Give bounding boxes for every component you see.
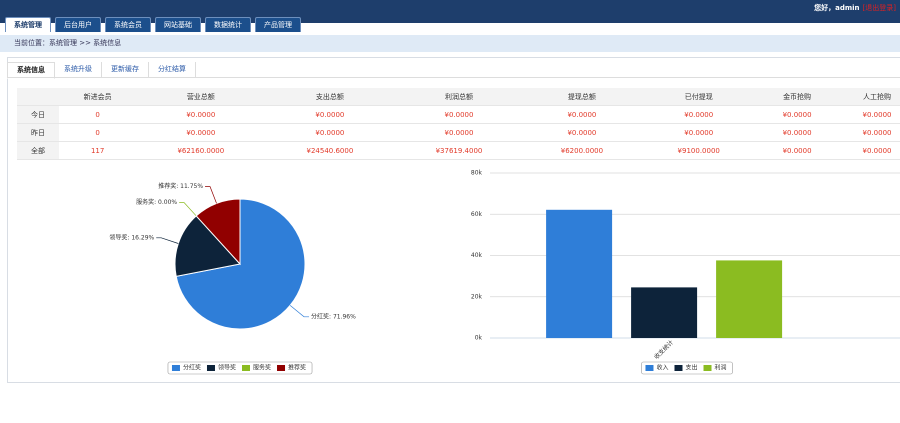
cell: ¥0.0000 <box>837 141 900 160</box>
row-label: 全部 <box>17 141 59 160</box>
bar <box>716 260 783 338</box>
cell: ¥0.0000 <box>757 105 838 124</box>
cell: ¥0.0000 <box>265 123 395 142</box>
cell: 0 <box>59 105 137 124</box>
legend-label: 收入 <box>656 364 668 372</box>
cell: ¥0.0000 <box>837 105 900 124</box>
sub-tab[interactable]: 系统升级 <box>55 62 102 77</box>
greeting: 您好，admin [退出登录] <box>814 3 896 13</box>
stats-table: 新进会员 营业总额 支出总额 利润总额 提现总额 已付提现 金币抢购 人工抢购 今日 0 ¥0.00… <box>17 88 900 160</box>
nav-tab[interactable]: 系统会员 <box>105 17 151 32</box>
cell: ¥62160.0000 <box>136 141 266 160</box>
legend-label: 服务奖 <box>253 364 271 372</box>
legend-label: 领导奖 <box>218 364 236 372</box>
label-connector <box>205 186 217 204</box>
legend-swatch <box>171 365 180 371</box>
cell: ¥0.0000 <box>523 105 641 124</box>
column-header: 金币抢购 <box>757 88 838 106</box>
column-header: 新进会员 <box>59 88 137 106</box>
sub-tab[interactable]: 更新缓存 <box>102 62 149 77</box>
nav-tab[interactable]: 产品管理 <box>255 17 301 32</box>
cell: ¥0.0000 <box>523 123 641 142</box>
legend-label: 支出 <box>685 364 697 372</box>
pie-label: 分红奖: 71.96% <box>311 312 356 320</box>
column-header: 支出总额 <box>265 88 395 106</box>
cell: 0 <box>59 123 137 142</box>
content-box <box>7 57 900 383</box>
column-header: 已付提现 <box>640 88 758 106</box>
cell: ¥9100.0000 <box>640 141 758 160</box>
tab-line <box>7 77 900 78</box>
y-tick-label: 80k <box>471 170 483 177</box>
charts: 分红奖: 71.96% 领导奖: 16.29% 服务奖: 0.00% 推荐奖: 11.… <box>109 170 900 375</box>
legend-swatch <box>206 365 215 371</box>
legend-swatch <box>645 365 654 371</box>
legend-label: 利润 <box>715 364 727 372</box>
cell: ¥0.0000 <box>640 105 758 124</box>
label-connector <box>179 202 197 217</box>
bar <box>546 209 613 338</box>
cell: ¥0.0000 <box>640 123 758 142</box>
cell: ¥37619.4000 <box>394 141 524 160</box>
breadcrumb: 当前位置：系统管理 >> 系统信息 <box>0 35 900 52</box>
nav-tab[interactable]: 网站基础 <box>155 17 201 32</box>
legend <box>167 361 313 375</box>
label-connector <box>156 237 179 244</box>
x-tick-label: 收支统计 <box>652 338 675 361</box>
nav-tab[interactable]: 数据统计 <box>205 17 251 32</box>
cell: ¥0.0000 <box>394 105 524 124</box>
cell: ¥0.0000 <box>757 141 838 160</box>
cell: ¥0.0000 <box>757 123 838 142</box>
pie-label: 领导奖: 16.29% <box>109 233 154 241</box>
column-header: 提现总额 <box>523 88 641 106</box>
cell: ¥0.0000 <box>394 123 524 142</box>
y-tick-label: 0k <box>475 335 483 342</box>
legend-swatch <box>703 365 712 371</box>
sub-tab[interactable]: 系统信息 <box>7 62 55 79</box>
corner <box>17 88 59 106</box>
legend-swatch <box>277 365 286 371</box>
column-header: 营业总额 <box>136 88 266 106</box>
pie-label: 服务奖: 0.00% <box>136 198 177 206</box>
legend-swatch <box>674 365 683 371</box>
cell: ¥24540.6000 <box>265 141 395 160</box>
cell: ¥0.0000 <box>136 123 266 142</box>
cell: 117 <box>59 141 137 160</box>
bar <box>631 287 698 338</box>
legend-label: 推荐奖 <box>288 364 306 372</box>
table-row: 昨日 0 ¥0.0000 ¥0.0000 ¥0.0000 ¥0.0000 ¥0.0000 ¥0… <box>17 123 900 142</box>
legend-label: 分红奖 <box>183 364 201 372</box>
table-row: 全部 117 ¥62160.0000 ¥24540.6000 ¥37619.4000 ¥6… <box>17 141 900 160</box>
legend-swatch <box>242 365 250 371</box>
row-label: 今日 <box>17 105 59 124</box>
nav-tab[interactable]: 系统管理 <box>5 17 51 32</box>
pie-label: 推荐奖: 11.75% <box>158 182 203 190</box>
logout[interactable]: [退出登录] <box>862 4 896 12</box>
label-connector <box>289 305 310 318</box>
cell: ¥0.0000 <box>837 123 900 142</box>
cell: ¥0.0000 <box>136 105 266 124</box>
sub-tab[interactable]: 分红结算 <box>149 62 196 77</box>
column-header: 人工抢购 <box>837 88 900 106</box>
cell: ¥0.0000 <box>265 105 395 124</box>
y-tick-label: 20k <box>471 293 483 300</box>
nav-tab[interactable]: 后台用户 <box>55 17 101 32</box>
greeting-text: 您好，admin <box>814 4 860 12</box>
y-tick-label: 40k <box>471 252 483 259</box>
column-header: 利润总额 <box>394 88 524 106</box>
row-label: 昨日 <box>17 123 59 142</box>
table-row: 今日 0 ¥0.0000 ¥0.0000 ¥0.0000 ¥0.0000 ¥0.0000 ¥0… <box>17 105 900 124</box>
cell: ¥6200.0000 <box>523 141 641 160</box>
y-tick-label: 60k <box>471 211 483 218</box>
